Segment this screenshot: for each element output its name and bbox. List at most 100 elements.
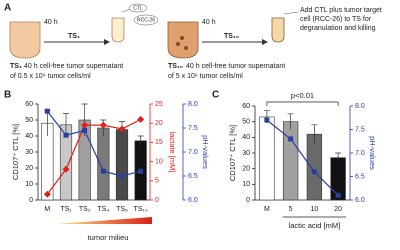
tumor-cell bbox=[133, 14, 159, 26]
y-tick-label: 7.5 bbox=[188, 125, 198, 132]
y-tick-label: 0 bbox=[246, 197, 250, 204]
y-tick-label: 20 bbox=[25, 165, 33, 172]
bar bbox=[97, 127, 110, 201]
y-tick-label: 40 bbox=[242, 134, 250, 141]
y-tick-label: 20 bbox=[242, 166, 250, 173]
marker bbox=[99, 121, 107, 129]
y-tick-label: 0 bbox=[29, 197, 33, 204]
bar bbox=[306, 133, 323, 201]
line bbox=[46, 110, 141, 177]
significance-bracket bbox=[266, 101, 339, 106]
milieu-gradient bbox=[56, 217, 152, 224]
annotation: p<0.01 bbox=[291, 91, 314, 100]
cells bbox=[176, 42, 180, 46]
marker bbox=[63, 132, 69, 138]
axis-label: pH-values bbox=[201, 135, 210, 169]
y-tick-label: 6.5 bbox=[188, 173, 198, 180]
arrow-head bbox=[104, 39, 110, 45]
y-tick-label: 5 bbox=[155, 178, 159, 185]
marker bbox=[137, 115, 145, 123]
x-tick-label: M bbox=[264, 206, 270, 213]
y-tick-label: 30 bbox=[25, 149, 33, 156]
axis-label: lactate [mM] bbox=[168, 132, 177, 173]
ctl-label: CTL bbox=[133, 5, 143, 11]
y-tick-label: 10 bbox=[25, 181, 33, 188]
y-tick-label: 6.0 bbox=[188, 197, 198, 204]
x-tick-label: TS₂ bbox=[79, 206, 91, 213]
x-tick-label: 10 bbox=[310, 206, 318, 213]
marker bbox=[81, 121, 89, 129]
marker bbox=[311, 169, 317, 175]
x-tick-label: TS₁₀ bbox=[134, 206, 148, 213]
y-tick-label: 7.5 bbox=[355, 126, 365, 133]
marker bbox=[335, 192, 341, 198]
y-tick-label: 40 bbox=[25, 133, 33, 140]
ctl-cell bbox=[128, 3, 148, 13]
note-line: Add CTL plus tumor target bbox=[300, 7, 382, 14]
y-tick-label: 10 bbox=[155, 158, 163, 165]
bar bbox=[282, 121, 299, 201]
y-tick-label: 50 bbox=[242, 119, 250, 126]
arrow-head bbox=[262, 39, 268, 45]
bar bbox=[115, 129, 129, 201]
y-tick-label: 0 bbox=[155, 197, 159, 204]
x-tick-label: TS₆ bbox=[116, 206, 128, 213]
x-axis-label: tumor milieu bbox=[88, 233, 129, 242]
error-bar bbox=[63, 113, 69, 136]
y-tick-label: 20 bbox=[155, 120, 163, 127]
cells bbox=[184, 46, 188, 50]
y-tick-label: 15 bbox=[155, 139, 163, 146]
x-tick-label: TS₄ bbox=[97, 206, 109, 213]
error-bar bbox=[137, 135, 144, 146]
marker bbox=[264, 117, 270, 123]
y-tick-label: 60 bbox=[242, 103, 250, 110]
marker bbox=[44, 108, 50, 114]
tube bbox=[167, 21, 199, 59]
note-line: cell (RCC-26) to TS for bbox=[300, 16, 372, 23]
y-tick-label: 6.0 bbox=[355, 197, 365, 204]
axis-label: CD107⁺ CTL [%] bbox=[228, 125, 237, 181]
y-tick-label: 10 bbox=[242, 181, 250, 188]
panel-label: B bbox=[4, 90, 11, 101]
marker bbox=[82, 127, 88, 133]
y-tick-label: 6.5 bbox=[355, 173, 365, 180]
caption-line: 40 h cell-free tumor supernatant bbox=[186, 63, 285, 70]
marker bbox=[43, 190, 51, 198]
small-tube bbox=[271, 17, 285, 43]
y-tick-label: 8.0 bbox=[188, 101, 198, 108]
caption-line: of 0.5 x 10⁶ tumor cells/ml bbox=[10, 73, 91, 80]
y-tick-label: 50 bbox=[25, 117, 33, 124]
marker bbox=[288, 136, 294, 142]
error-bar bbox=[335, 152, 342, 163]
marker bbox=[138, 168, 144, 174]
time-label: 40 h bbox=[202, 19, 216, 26]
x-axis-label: lactic acid [mM] bbox=[289, 221, 341, 230]
marker bbox=[62, 165, 70, 173]
tube bbox=[9, 21, 41, 59]
caption-ts: TS₁ bbox=[10, 63, 22, 70]
arrow-label: TS₁₀ bbox=[224, 33, 239, 40]
error-bar bbox=[311, 124, 318, 144]
line bbox=[266, 119, 339, 196]
x-tick-label: TS₁ bbox=[60, 206, 72, 213]
marker bbox=[100, 168, 106, 174]
axis-label: pH-values bbox=[368, 136, 377, 170]
cells bbox=[180, 36, 184, 40]
bar bbox=[259, 116, 275, 201]
y-tick-label: 30 bbox=[242, 150, 250, 157]
caption-line: of 5 x 10⁶ tumor cells/ml bbox=[168, 73, 243, 80]
marker bbox=[119, 173, 125, 179]
y-tick-label: 7.0 bbox=[355, 150, 365, 157]
marker bbox=[118, 125, 126, 133]
rcc-label: RCC-26 bbox=[137, 17, 155, 23]
caption-ts: TS₁₀ bbox=[168, 63, 183, 70]
x-tick-label: 5 bbox=[289, 206, 293, 213]
y-tick-label: 25 bbox=[155, 101, 163, 108]
caption-line: 40 h cell-free tumor supernatant bbox=[24, 63, 123, 70]
axis-label: CD107⁺ CTL [%] bbox=[11, 124, 20, 180]
note-line: degranulation and killing bbox=[300, 25, 376, 32]
small-tube bbox=[111, 17, 125, 43]
y-tick-label: 60 bbox=[25, 101, 33, 108]
